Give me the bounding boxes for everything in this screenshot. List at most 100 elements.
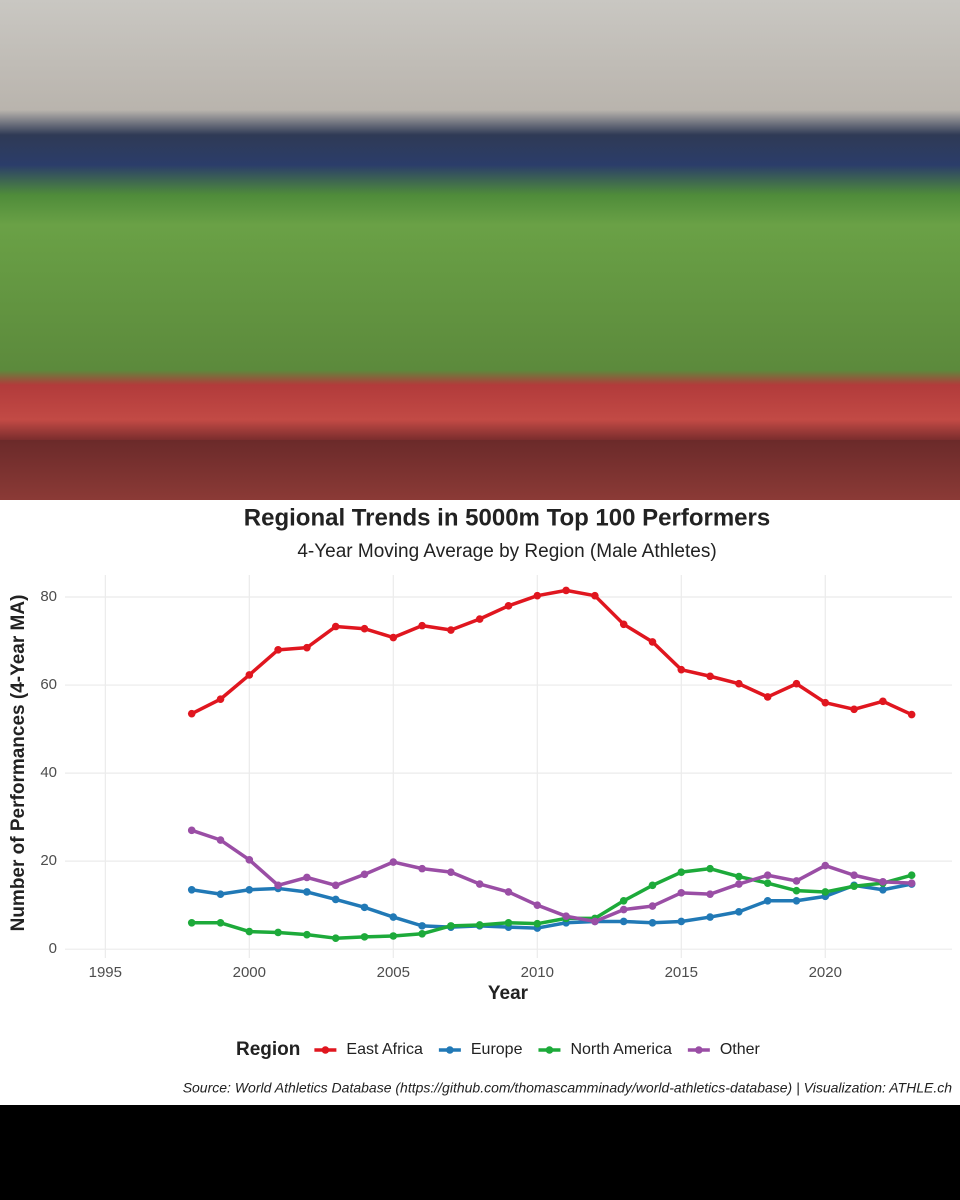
data-point bbox=[763, 896, 772, 905]
data-point bbox=[418, 922, 426, 930]
data-point bbox=[504, 602, 513, 610]
data-point bbox=[475, 921, 484, 929]
chart: Regional Trends in 5000m Top 100 Perform… bbox=[8, 504, 953, 1096]
data-point bbox=[850, 705, 858, 714]
data-point bbox=[533, 591, 542, 600]
data-point bbox=[706, 672, 714, 681]
data-point bbox=[706, 864, 714, 873]
data-point bbox=[274, 881, 282, 890]
data-point bbox=[533, 901, 542, 909]
data-point bbox=[763, 693, 772, 701]
data-point bbox=[303, 888, 311, 896]
legend-swatch-point bbox=[321, 1046, 330, 1054]
data-point bbox=[331, 881, 340, 890]
y-tick-label: 20 bbox=[40, 852, 57, 869]
data-point bbox=[735, 679, 743, 688]
legend-title: Region bbox=[236, 1039, 300, 1060]
data-point bbox=[303, 873, 311, 882]
legend-label: Europe bbox=[471, 1041, 523, 1058]
data-point bbox=[303, 930, 311, 939]
chart-title: Regional Trends in 5000m Top 100 Perform… bbox=[244, 504, 770, 531]
data-point bbox=[591, 591, 599, 600]
x-tick-label: 1995 bbox=[89, 964, 122, 981]
data-point bbox=[735, 872, 743, 881]
data-point bbox=[677, 889, 686, 897]
data-point bbox=[735, 907, 743, 916]
data-point bbox=[591, 917, 599, 926]
x-tick-label: 2015 bbox=[665, 964, 698, 981]
header-photo bbox=[0, 0, 960, 500]
data-point bbox=[677, 917, 686, 926]
data-point bbox=[735, 880, 743, 888]
data-point bbox=[360, 624, 369, 633]
data-point bbox=[475, 615, 484, 623]
data-point bbox=[677, 665, 686, 674]
data-point bbox=[706, 913, 714, 921]
data-point bbox=[763, 879, 772, 887]
y-tick-label: 80 bbox=[40, 588, 57, 605]
legend-swatch-point bbox=[695, 1046, 703, 1054]
data-point bbox=[504, 918, 513, 927]
x-tick-label: 2010 bbox=[521, 964, 554, 981]
legend: Region East Africa Europe North America Oth… bbox=[236, 1039, 761, 1060]
data-point bbox=[648, 638, 657, 646]
data-point bbox=[648, 918, 657, 927]
data-point bbox=[706, 890, 714, 898]
data-point bbox=[216, 918, 225, 927]
data-point bbox=[187, 709, 196, 718]
data-point bbox=[187, 826, 196, 835]
legend-label: Other bbox=[720, 1041, 761, 1058]
data-point bbox=[274, 928, 282, 937]
legend-label: East Africa bbox=[346, 1041, 423, 1058]
data-point bbox=[821, 861, 830, 870]
data-point bbox=[216, 695, 225, 703]
data-point bbox=[879, 885, 887, 894]
x-tick-label: 2000 bbox=[233, 964, 266, 981]
data-point bbox=[619, 896, 628, 905]
data-point bbox=[447, 922, 455, 930]
y-tick-label: 60 bbox=[40, 676, 57, 693]
data-point bbox=[619, 905, 628, 914]
data-point bbox=[850, 871, 858, 880]
y-tick-label: 0 bbox=[49, 940, 57, 957]
data-point bbox=[907, 871, 916, 880]
data-point bbox=[648, 881, 657, 890]
data-point bbox=[187, 918, 196, 927]
data-point bbox=[389, 932, 398, 940]
data-point bbox=[907, 710, 916, 719]
series-line bbox=[191, 882, 913, 930]
data-point bbox=[879, 697, 887, 706]
data-point bbox=[331, 622, 340, 631]
data-point bbox=[331, 934, 340, 942]
data-point bbox=[677, 868, 686, 876]
series-line bbox=[191, 828, 912, 924]
x-tick-label: 2005 bbox=[377, 964, 410, 981]
data-point bbox=[562, 912, 570, 920]
x-axis-label: Year bbox=[488, 983, 529, 1004]
data-point bbox=[763, 871, 772, 880]
data-point bbox=[245, 856, 254, 864]
data-point bbox=[792, 886, 801, 895]
data-point bbox=[389, 913, 398, 921]
data-point bbox=[648, 902, 657, 910]
data-point bbox=[619, 917, 628, 926]
data-point bbox=[331, 895, 340, 904]
data-point bbox=[418, 864, 426, 873]
data-point bbox=[245, 671, 254, 679]
data-point bbox=[389, 633, 398, 642]
legend-label: North America bbox=[570, 1041, 671, 1058]
legend-swatch-point bbox=[545, 1046, 554, 1054]
data-point bbox=[850, 882, 858, 891]
source-note: Source: World Athletics Database (https:… bbox=[183, 1080, 953, 1096]
y-tick-label: 40 bbox=[40, 764, 57, 781]
data-point bbox=[792, 877, 801, 885]
data-point bbox=[562, 586, 570, 595]
data-point bbox=[245, 927, 254, 936]
data-point bbox=[792, 896, 801, 905]
x-tick-label: 2020 bbox=[809, 964, 842, 981]
chart-panel: Regional Trends in 5000m Top 100 Perform… bbox=[0, 500, 960, 1105]
data-point bbox=[245, 885, 254, 894]
data-point bbox=[792, 679, 801, 688]
data-point bbox=[360, 933, 369, 941]
